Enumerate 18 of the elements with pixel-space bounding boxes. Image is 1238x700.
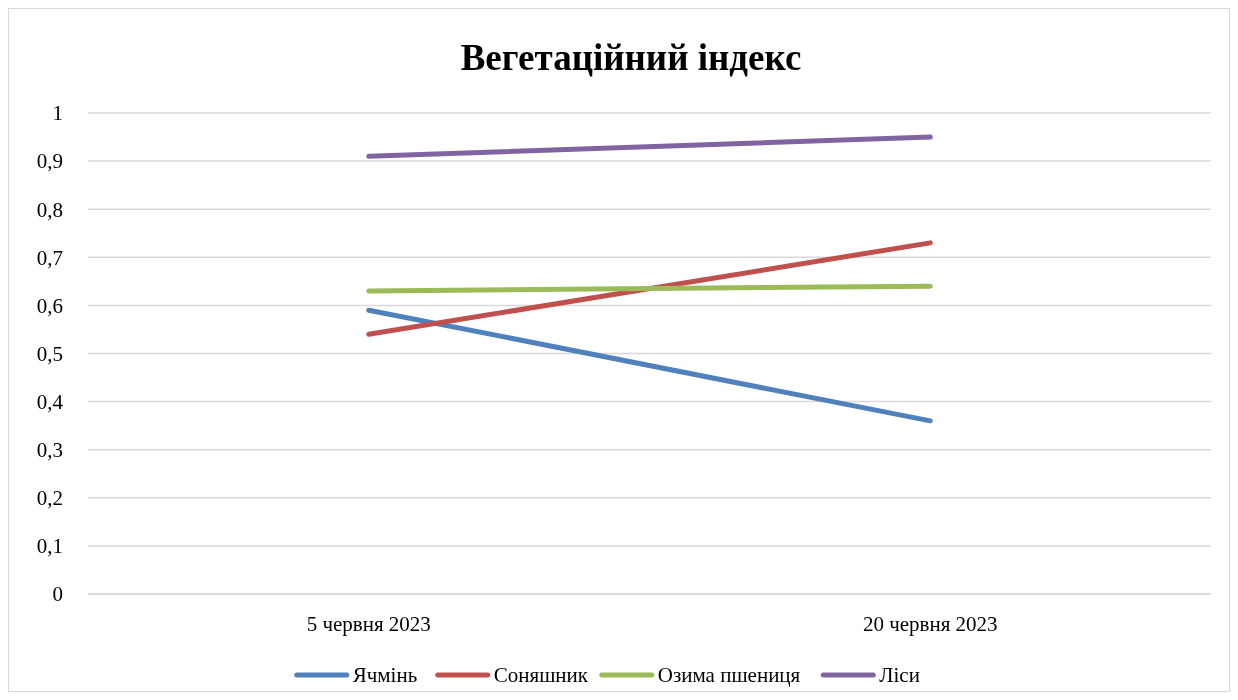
y-tick-label: 0,6	[36, 293, 63, 318]
y-tick-label: 0,4	[36, 389, 64, 414]
y-tick-label: 0,2	[36, 486, 63, 511]
y-tick-label: 0,9	[36, 149, 63, 174]
legend-label: Озима пшениця	[657, 663, 801, 688]
x-tick-label: 20 червня 2023	[862, 612, 998, 636]
legend-label: Ліси	[879, 663, 920, 688]
y-tick-label: 0,5	[36, 341, 63, 366]
y-tick-label: 0,1	[36, 534, 63, 559]
y-tick-label: 0,8	[36, 197, 63, 222]
y-tick-label: 0,3	[36, 438, 63, 463]
y-tick-label: 0,7	[36, 245, 63, 270]
legend-label: Соняшник	[493, 663, 589, 688]
x-tick-label: 5 червня 2023	[306, 612, 431, 636]
legend-label: Ячмінь	[352, 663, 418, 688]
text: 0	[52, 582, 63, 607]
chart-title: Вегетаційний індекс	[460, 37, 802, 78]
y-tick-label: 1	[52, 101, 63, 126]
